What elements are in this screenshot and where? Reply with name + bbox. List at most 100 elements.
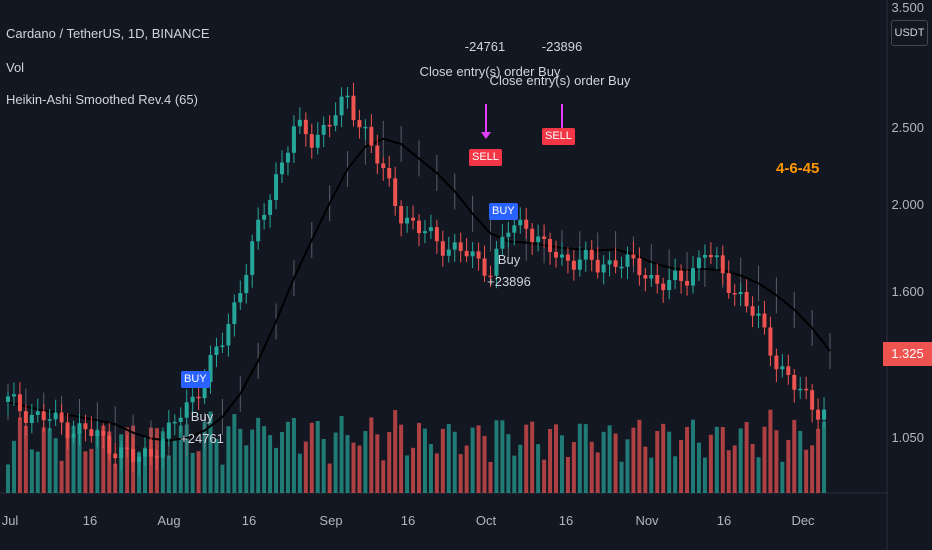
candle-body[interactable]	[559, 254, 564, 258]
sell-signal-tag-1[interactable]: SELL	[469, 149, 502, 166]
candle-body[interactable]	[268, 199, 273, 215]
buy-signal-tag-1[interactable]: BUY	[181, 371, 210, 388]
candle-body[interactable]	[786, 366, 791, 375]
candle-body[interactable]	[500, 236, 505, 249]
candle-body[interactable]	[422, 231, 427, 234]
candle-body[interactable]	[262, 214, 267, 220]
candle-body[interactable]	[696, 257, 701, 269]
candle-body[interactable]	[488, 275, 493, 278]
candle-body[interactable]	[291, 126, 296, 153]
candle-body[interactable]	[768, 327, 773, 356]
candle-body[interactable]	[637, 258, 642, 276]
candle-body[interactable]	[762, 313, 767, 328]
candle-body[interactable]	[494, 248, 499, 276]
candle-body[interactable]	[482, 258, 487, 276]
candle-body[interactable]	[274, 174, 279, 200]
candle-body[interactable]	[542, 236, 547, 239]
candle-body[interactable]	[512, 225, 517, 233]
candle-body[interactable]	[363, 126, 368, 129]
candle-body[interactable]	[297, 119, 302, 127]
candle-body[interactable]	[589, 249, 594, 260]
candle-body[interactable]	[71, 433, 76, 438]
candle-body[interactable]	[655, 274, 660, 284]
candle-body[interactable]	[726, 273, 731, 293]
candle-body[interactable]	[89, 429, 94, 437]
candle-body[interactable]	[160, 438, 165, 458]
candle-body[interactable]	[196, 396, 201, 399]
candle-body[interactable]	[285, 152, 290, 163]
candle-body[interactable]	[190, 396, 195, 403]
candle-body[interactable]	[351, 95, 356, 121]
candle-body[interactable]	[506, 232, 511, 237]
candle-body[interactable]	[113, 453, 118, 459]
candle-body[interactable]	[536, 236, 541, 243]
candle-body[interactable]	[405, 217, 410, 224]
candle-body[interactable]	[238, 293, 243, 303]
candle-body[interactable]	[625, 254, 630, 267]
candle-body[interactable]	[11, 394, 16, 397]
candle-body[interactable]	[434, 227, 439, 242]
candle-body[interactable]	[476, 251, 481, 259]
candle-body[interactable]	[232, 302, 237, 324]
candle-body[interactable]	[345, 95, 350, 98]
candle-body[interactable]	[107, 435, 112, 454]
candle-body[interactable]	[738, 292, 743, 295]
candle-body[interactable]	[417, 220, 421, 234]
currency-badge[interactable]: USDT	[891, 20, 928, 46]
candle-body[interactable]	[375, 145, 380, 164]
candle-body[interactable]	[41, 411, 46, 421]
candle-body[interactable]	[411, 217, 416, 221]
candle-body[interactable]	[679, 270, 684, 281]
candle-body[interactable]	[744, 292, 749, 307]
candle-body[interactable]	[214, 346, 219, 355]
candle-body[interactable]	[131, 448, 136, 462]
candle-body[interactable]	[59, 412, 64, 423]
candle-body[interactable]	[178, 417, 183, 422]
candle-body[interactable]	[583, 249, 588, 260]
candle-body[interactable]	[822, 409, 827, 420]
candle-body[interactable]	[804, 388, 809, 391]
candle-body[interactable]	[756, 313, 761, 316]
candle-body[interactable]	[250, 241, 255, 275]
candle-body[interactable]	[208, 354, 213, 382]
candle-body[interactable]	[244, 274, 249, 294]
candle-body[interactable]	[77, 423, 82, 434]
candle-body[interactable]	[452, 242, 457, 250]
candle-body[interactable]	[595, 259, 600, 273]
candle-body[interactable]	[6, 396, 10, 402]
candle-body[interactable]	[702, 254, 707, 258]
candle-body[interactable]	[137, 456, 142, 462]
candle-body[interactable]	[774, 355, 779, 370]
candle-body[interactable]	[47, 419, 52, 421]
candle-body[interactable]	[166, 422, 171, 439]
candle-body[interactable]	[613, 260, 618, 267]
candle-body[interactable]	[220, 345, 225, 347]
candle-body[interactable]	[17, 394, 22, 412]
candle-body[interactable]	[565, 254, 570, 261]
candle-body[interactable]	[184, 402, 189, 418]
buy-signal-tag-2[interactable]: BUY	[489, 203, 518, 220]
candle-body[interactable]	[649, 274, 654, 279]
candle-body[interactable]	[327, 124, 332, 127]
candle-body[interactable]	[446, 249, 451, 256]
candle-body[interactable]	[577, 259, 582, 270]
candle-body[interactable]	[172, 421, 177, 424]
candle-body[interactable]	[154, 456, 159, 458]
candle-body[interactable]	[256, 219, 261, 242]
candle-body[interactable]	[148, 448, 153, 457]
candle-body[interactable]	[23, 411, 28, 423]
candle-body[interactable]	[101, 430, 106, 436]
candle-body[interactable]	[303, 119, 308, 135]
candle-body[interactable]	[399, 205, 404, 224]
candle-body[interactable]	[428, 227, 433, 232]
candle-body[interactable]	[393, 178, 398, 206]
candle-body[interactable]	[381, 163, 386, 169]
candle-body[interactable]	[518, 219, 523, 226]
candle-body[interactable]	[458, 242, 463, 251]
candle-body[interactable]	[280, 162, 284, 175]
candle-body[interactable]	[369, 126, 374, 146]
candle-body[interactable]	[143, 448, 147, 457]
candle-body[interactable]	[732, 292, 737, 295]
candle-body[interactable]	[83, 423, 88, 430]
